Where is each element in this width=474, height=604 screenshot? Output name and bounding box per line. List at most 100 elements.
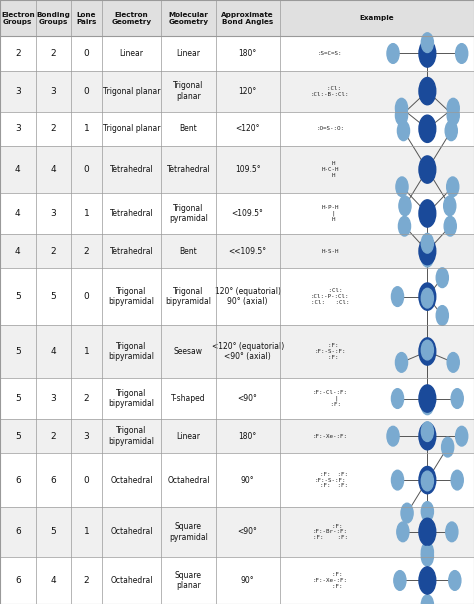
Ellipse shape (421, 519, 433, 538)
Text: Octahedral: Octahedral (110, 576, 153, 585)
Bar (0, 193, 474, 234)
Ellipse shape (392, 389, 403, 408)
Text: 6: 6 (15, 576, 21, 585)
Text: 5: 5 (15, 347, 21, 356)
Bar (0, 378, 474, 419)
Text: 4: 4 (15, 209, 20, 218)
Text: 6: 6 (50, 475, 56, 484)
Ellipse shape (387, 426, 399, 446)
Ellipse shape (419, 338, 436, 365)
Bar (0, 268, 474, 325)
Ellipse shape (421, 502, 433, 521)
Bar (0, 36, 474, 71)
Text: 2: 2 (51, 49, 56, 58)
Text: 3: 3 (50, 86, 56, 95)
Ellipse shape (395, 106, 408, 125)
Ellipse shape (387, 43, 399, 63)
Ellipse shape (421, 395, 433, 415)
Text: 2: 2 (51, 432, 56, 441)
Text: 1: 1 (83, 209, 90, 218)
Text: :Cl:
:Cl:-B-:Cl:: :Cl: :Cl:-B-:Cl: (311, 86, 349, 97)
Text: :F:-Cl-:F:
    |
   :F:: :F:-Cl-:F: | :F: (313, 390, 348, 407)
Text: :O=S-:O:: :O=S-:O: (316, 126, 344, 131)
Ellipse shape (419, 237, 436, 265)
Ellipse shape (447, 177, 459, 197)
Text: 3: 3 (15, 86, 21, 95)
Bar (0, 325, 474, 378)
Text: Octahedral: Octahedral (110, 475, 153, 484)
Ellipse shape (447, 98, 459, 118)
Text: 1: 1 (83, 347, 90, 356)
Text: H-P-H
  |
  H: H-P-H | H (321, 205, 339, 222)
Ellipse shape (395, 98, 408, 118)
Text: :S=C=S:: :S=C=S: (318, 51, 342, 56)
Text: <90°: <90° (238, 527, 257, 536)
Ellipse shape (419, 283, 436, 310)
Ellipse shape (419, 423, 436, 450)
Ellipse shape (421, 247, 433, 267)
Text: Trigonal
planar: Trigonal planar (173, 82, 204, 101)
Ellipse shape (399, 216, 410, 236)
Text: :F:-Xe-:F:: :F:-Xe-:F: (313, 434, 348, 439)
Ellipse shape (447, 106, 459, 125)
Ellipse shape (419, 518, 436, 545)
Text: Electron
Groups: Electron Groups (1, 11, 35, 25)
Text: 90°: 90° (241, 475, 255, 484)
Bar (0, 454, 474, 507)
Ellipse shape (419, 77, 436, 104)
Text: 5: 5 (15, 394, 21, 403)
Text: Lone
Pairs: Lone Pairs (76, 11, 97, 25)
Ellipse shape (436, 306, 448, 326)
Text: 0: 0 (83, 475, 90, 484)
Text: Bent: Bent (180, 124, 197, 133)
Bar (0, 419, 474, 454)
Text: <90°: <90° (238, 394, 257, 403)
Ellipse shape (446, 522, 458, 542)
Text: 120°: 120° (238, 86, 257, 95)
Ellipse shape (421, 542, 433, 562)
Text: 3: 3 (50, 394, 56, 403)
Text: 5: 5 (15, 432, 21, 441)
Text: Square
planar: Square planar (175, 571, 202, 590)
Ellipse shape (444, 196, 456, 216)
Ellipse shape (442, 437, 454, 457)
Ellipse shape (421, 33, 433, 53)
Bar (0, 234, 474, 268)
Ellipse shape (444, 216, 456, 236)
Ellipse shape (419, 567, 436, 594)
Ellipse shape (394, 571, 406, 590)
Text: 0: 0 (83, 49, 90, 58)
Text: 3: 3 (50, 209, 56, 218)
Text: <120° (equatorial)
<90° (axial): <120° (equatorial) <90° (axial) (211, 342, 284, 361)
Text: Trigonal planar: Trigonal planar (103, 124, 160, 133)
Text: 6: 6 (15, 475, 21, 484)
Ellipse shape (419, 466, 436, 493)
Text: Trigonal planar: Trigonal planar (103, 86, 160, 95)
Ellipse shape (421, 340, 433, 360)
Ellipse shape (419, 40, 436, 67)
Text: T-shaped: T-shaped (171, 394, 206, 403)
Text: Trigonal
bipyramidal: Trigonal bipyramidal (165, 287, 211, 306)
Text: 109.5°: 109.5° (235, 165, 261, 174)
Ellipse shape (419, 200, 436, 227)
Ellipse shape (421, 422, 433, 442)
Ellipse shape (456, 43, 468, 63)
Bar (0, 557, 474, 604)
Text: Trigonal
pyramidal: Trigonal pyramidal (169, 204, 208, 223)
Ellipse shape (421, 471, 433, 491)
Text: 4: 4 (15, 246, 20, 255)
Text: :F:  :F:
:F:-S-:F:
  :F:  :F:: :F: :F: :F:-S-:F: :F: :F: (313, 472, 348, 489)
Text: 90°: 90° (241, 576, 255, 585)
Text: Octahedral: Octahedral (167, 475, 210, 484)
Ellipse shape (399, 196, 411, 216)
Text: 2: 2 (15, 49, 20, 58)
Text: 1: 1 (83, 124, 90, 133)
Text: Molecular
Geometry: Molecular Geometry (168, 11, 209, 25)
Bar (0, 507, 474, 557)
Text: Bent: Bent (180, 246, 197, 255)
Text: 6: 6 (15, 527, 21, 536)
Text: Linear: Linear (176, 432, 201, 441)
Text: Electron
Geometry: Electron Geometry (111, 11, 152, 25)
Text: :F:
:F:-Br-:F:
:F:    :F:: :F: :F:-Br-:F: :F: :F: (313, 524, 348, 540)
Ellipse shape (445, 121, 457, 141)
